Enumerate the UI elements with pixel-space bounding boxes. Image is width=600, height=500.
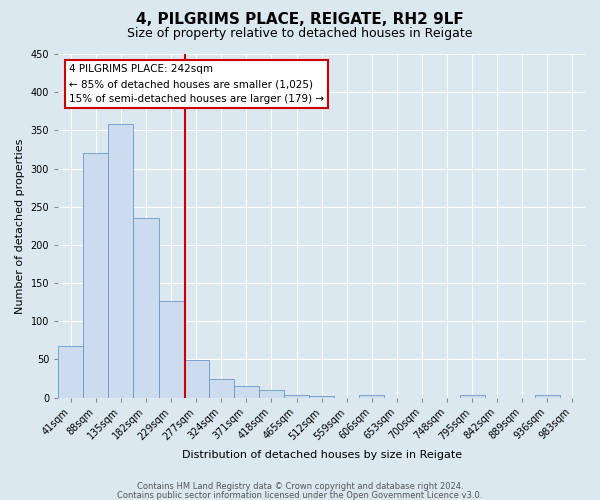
Text: Size of property relative to detached houses in Reigate: Size of property relative to detached ho…: [127, 28, 473, 40]
Bar: [209, 378, 234, 398]
Bar: [184, 360, 209, 398]
Y-axis label: Number of detached properties: Number of detached properties: [15, 138, 25, 314]
Bar: [109, 124, 133, 398]
X-axis label: Distribution of detached houses by size in Reigate: Distribution of detached houses by size …: [182, 450, 461, 460]
Bar: [309, 396, 334, 398]
Bar: [359, 396, 385, 398]
Text: Contains HM Land Registry data © Crown copyright and database right 2024.: Contains HM Land Registry data © Crown c…: [137, 482, 463, 491]
Bar: [460, 396, 485, 398]
Bar: [83, 154, 109, 398]
Text: 4 PILGRIMS PLACE: 242sqm
← 85% of detached houses are smaller (1,025)
15% of sem: 4 PILGRIMS PLACE: 242sqm ← 85% of detach…: [69, 64, 324, 104]
Bar: [133, 218, 158, 398]
Bar: [535, 396, 560, 398]
Text: 4, PILGRIMS PLACE, REIGATE, RH2 9LF: 4, PILGRIMS PLACE, REIGATE, RH2 9LF: [136, 12, 464, 28]
Bar: [58, 346, 83, 398]
Bar: [284, 394, 309, 398]
Text: Contains public sector information licensed under the Open Government Licence v3: Contains public sector information licen…: [118, 490, 482, 500]
Bar: [234, 386, 259, 398]
Bar: [158, 302, 184, 398]
Bar: [259, 390, 284, 398]
